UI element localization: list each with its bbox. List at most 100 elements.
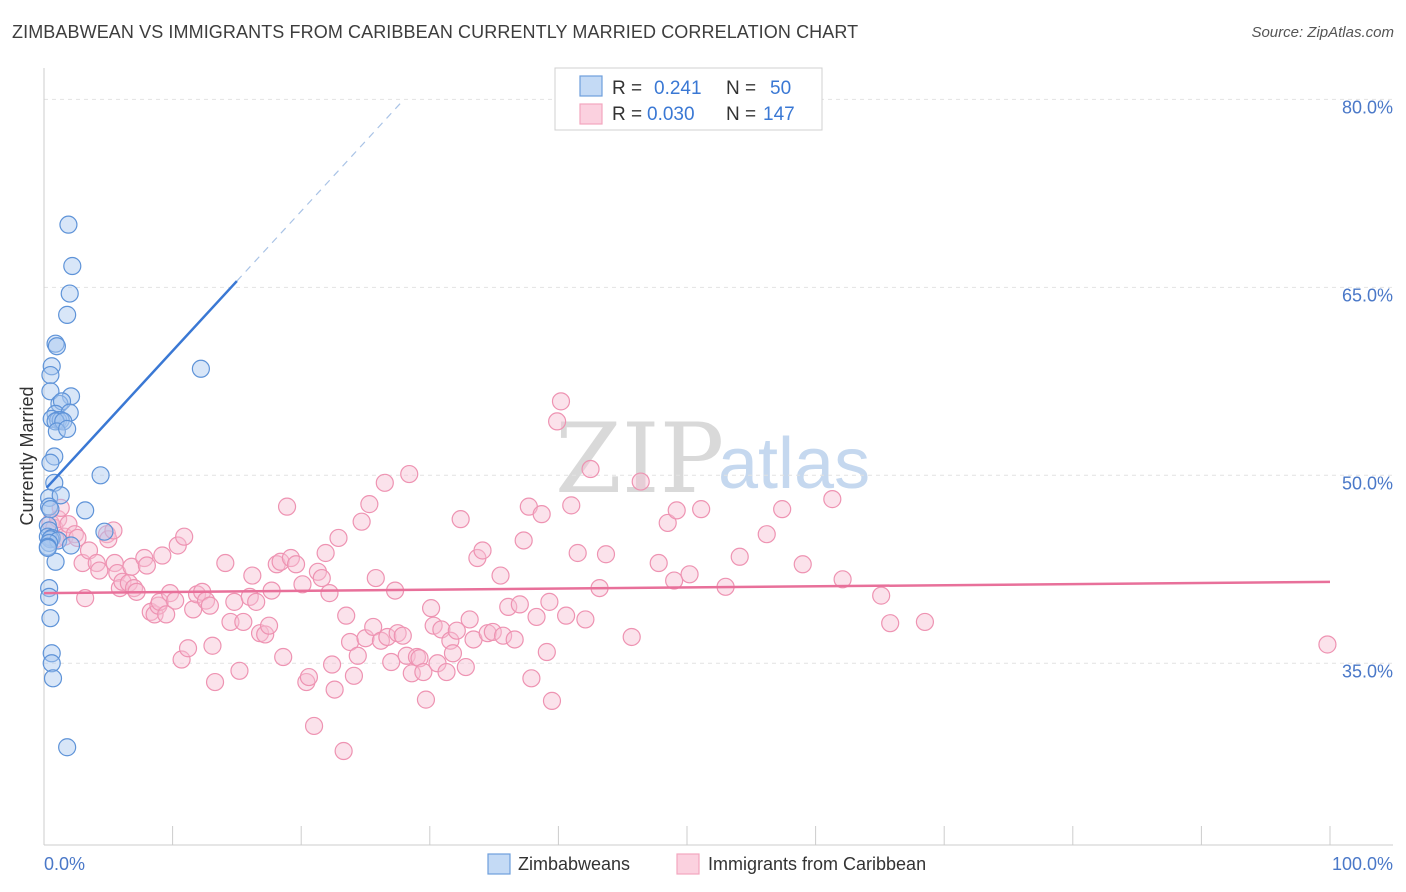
data-point bbox=[178, 639, 198, 658]
data-point bbox=[42, 654, 61, 673]
data-point bbox=[514, 531, 533, 550]
stats-n-value-2: 147 bbox=[763, 104, 795, 125]
data-point bbox=[297, 672, 316, 692]
data-point bbox=[649, 553, 668, 573]
y-tick-label: 50.0% bbox=[1342, 473, 1393, 493]
data-point bbox=[63, 256, 82, 276]
data-point bbox=[557, 606, 576, 625]
data-point bbox=[322, 655, 342, 674]
data-point bbox=[247, 592, 266, 611]
trend-extension-zimbabweans bbox=[236, 98, 405, 282]
data-point bbox=[43, 669, 63, 688]
trend-lines bbox=[43, 98, 1331, 595]
data-point bbox=[113, 572, 132, 591]
data-point bbox=[41, 609, 60, 628]
data-point bbox=[46, 552, 65, 571]
data-point bbox=[325, 680, 344, 699]
data-point bbox=[378, 627, 397, 647]
data-point bbox=[137, 556, 156, 575]
data-point bbox=[667, 501, 686, 520]
data-point bbox=[293, 575, 312, 594]
data-point bbox=[596, 545, 616, 564]
data-point bbox=[360, 495, 379, 514]
data-point bbox=[510, 595, 529, 614]
data-point bbox=[41, 500, 60, 519]
watermark-zip: ZIP bbox=[555, 403, 724, 515]
data-point bbox=[316, 543, 335, 563]
legend-label-zimbabweans: Zimbabweans bbox=[518, 854, 630, 874]
data-point bbox=[532, 505, 551, 524]
data-point bbox=[76, 501, 95, 520]
data-point bbox=[416, 690, 436, 709]
data-point bbox=[42, 644, 61, 663]
data-point bbox=[47, 337, 66, 356]
stats-r-label-1: R = bbox=[612, 78, 642, 99]
data-point bbox=[562, 496, 581, 515]
legend-swatch-caribbean bbox=[676, 853, 700, 875]
data-point bbox=[527, 607, 546, 627]
chart-title: ZIMBABWEAN VS IMMIGRANTS FROM CARIBBEAN … bbox=[12, 22, 859, 42]
data-point bbox=[234, 612, 253, 632]
data-point bbox=[542, 691, 562, 710]
data-point bbox=[551, 392, 571, 411]
data-point bbox=[352, 512, 371, 531]
data-point bbox=[522, 669, 541, 688]
y-tick-labels: 35.0% 50.0% 65.0% 80.0% bbox=[1342, 97, 1393, 681]
stats-n-label-2: N = bbox=[726, 104, 756, 125]
data-point bbox=[334, 741, 353, 761]
data-point bbox=[757, 525, 776, 544]
data-point bbox=[665, 571, 684, 590]
trend-line-caribbean bbox=[43, 580, 1331, 595]
source-label: Source: ZipAtlas.com bbox=[1251, 24, 1394, 41]
data-point bbox=[243, 566, 262, 585]
data-point bbox=[41, 453, 60, 472]
data-point bbox=[393, 626, 412, 645]
data-point bbox=[375, 473, 394, 492]
data-point bbox=[205, 672, 225, 692]
data-point bbox=[872, 586, 891, 605]
stats-swatch-pink bbox=[579, 103, 603, 125]
data-point bbox=[568, 543, 587, 563]
data-point bbox=[95, 522, 114, 541]
data-point bbox=[388, 624, 407, 643]
data-point bbox=[833, 570, 852, 589]
data-point bbox=[793, 555, 812, 574]
data-point bbox=[203, 636, 222, 655]
y-tick-label: 35.0% bbox=[1342, 661, 1393, 681]
data-point bbox=[200, 596, 219, 615]
x-tick-label-max: 100.0% bbox=[1332, 854, 1393, 874]
y-tick-label: 65.0% bbox=[1342, 285, 1393, 305]
data-point bbox=[68, 528, 87, 548]
trend-line-zimbabweans bbox=[45, 280, 238, 489]
stats-n-value-1: 50 bbox=[770, 78, 791, 99]
data-point bbox=[225, 592, 244, 611]
legend-swatch-zimbabweans bbox=[487, 853, 511, 875]
data-point bbox=[494, 626, 513, 645]
x-tick-label-min: 0.0% bbox=[44, 854, 85, 874]
data-point bbox=[414, 662, 433, 682]
data-point bbox=[340, 632, 360, 652]
data-point bbox=[38, 538, 57, 558]
data-point bbox=[402, 664, 421, 683]
data-point bbox=[460, 610, 479, 629]
data-point bbox=[915, 612, 935, 632]
data-point bbox=[344, 666, 364, 685]
data-point bbox=[491, 566, 510, 585]
data-point bbox=[299, 667, 319, 687]
data-point bbox=[400, 464, 419, 484]
stats-r-value-1: 0.241 bbox=[654, 78, 702, 99]
data-point bbox=[366, 568, 385, 588]
data-point bbox=[172, 650, 191, 669]
data-point bbox=[58, 419, 77, 439]
data-point bbox=[410, 649, 429, 668]
data-point bbox=[473, 541, 492, 560]
data-point bbox=[456, 657, 475, 677]
data-point bbox=[823, 490, 842, 509]
stats-swatch-blue bbox=[579, 75, 603, 97]
data-point bbox=[364, 617, 383, 637]
data-point bbox=[382, 652, 401, 672]
data-point bbox=[680, 565, 699, 584]
data-point bbox=[447, 621, 466, 640]
data-point bbox=[58, 305, 77, 324]
